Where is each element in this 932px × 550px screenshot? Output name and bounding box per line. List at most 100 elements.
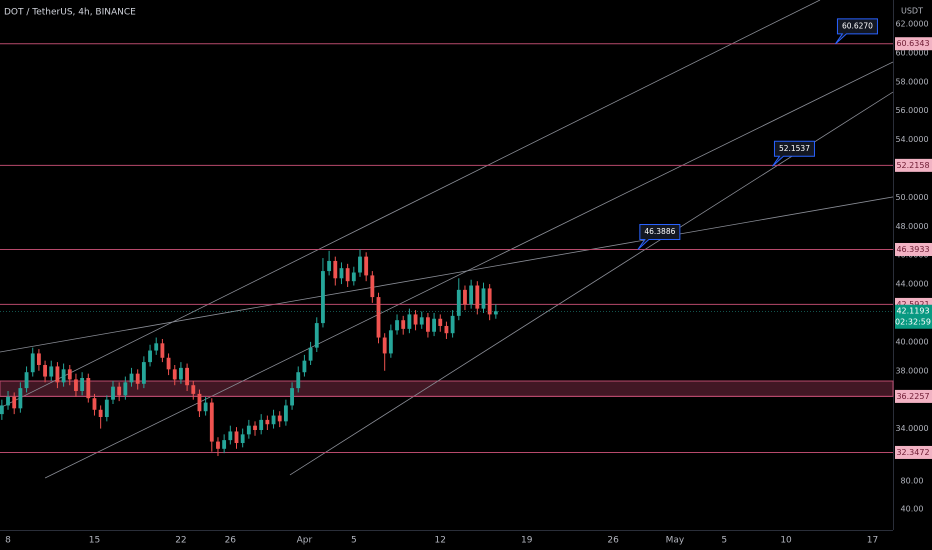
candle-body [425,317,430,332]
callout-box [835,18,878,45]
y-tick-label: 54.0000 [895,135,928,144]
candle-body [135,373,140,384]
candle-body [234,431,239,444]
candle-body [117,386,122,396]
candle-body [67,369,72,380]
candle-body [24,372,29,389]
trendline [0,196,894,353]
x-tick-label: 17 [867,536,878,546]
candle-body [49,366,54,377]
level-tag-label: 46.3933 [896,245,929,254]
candle-body [74,379,78,391]
candle-body [370,275,375,298]
candle-body [444,325,449,334]
callout-label: 52.1537 [779,144,810,153]
candle-body [388,330,393,354]
callout-label: 60.6270 [842,21,873,30]
candle-body [339,268,344,279]
candle-body [308,347,313,361]
candle-body [86,377,91,399]
y-tick-label: 58.0000 [895,77,928,86]
candle-body [246,425,251,435]
chart-title: DOT / TetherUS, 4h, BINANCE [4,8,136,18]
callout-label: 46.3886 [644,227,675,236]
x-tick-label: 26 [225,536,237,546]
candle-body [259,419,264,431]
candle-body [333,260,338,279]
x-tick-label: 19 [521,536,533,546]
last-price-tag [895,304,932,329]
candle-body [104,399,109,418]
candle-body [12,396,17,409]
candle-body [450,315,455,334]
y-tick-label: 60.0000 [895,48,928,57]
candle-body [487,288,492,315]
candle-body [413,314,418,325]
candle-body [191,385,196,394]
candle-body [6,396,10,406]
candle-body [290,388,294,406]
candle-body [456,289,461,316]
y-tick-label: 44.0000 [895,280,928,289]
x-tick-label: Apr [297,536,313,546]
x-tick-label: 15 [89,536,100,546]
candle-body [469,285,474,305]
y-tick-label: 50.0000 [895,193,928,202]
candle-body [432,318,437,332]
candle-body [265,419,270,425]
x-tick-label: 26 [607,536,619,546]
trendline [0,0,821,409]
candle-body [98,409,103,418]
candle-body [185,367,190,386]
level-tag-label: 36.2257 [896,392,929,401]
x-tick-label: 5 [351,536,357,546]
x-tick-label: 8 [5,536,11,546]
candle-body [129,373,134,383]
candle-body [376,297,381,338]
candle-body [419,317,424,325]
candle-body [345,268,350,282]
candle-body [358,256,362,273]
candle-body [296,372,301,389]
candle-body [43,364,47,377]
last-price-label: 42.1193 [896,307,929,316]
candle-body [148,350,152,363]
y-tick-label: 34.0000 [895,424,928,433]
candle-body [111,386,115,400]
callout-box [637,224,681,250]
candle-body [463,289,467,305]
x-tick-label: 10 [780,536,792,546]
trendline [44,61,894,479]
y-tick-label: 56.0000 [895,106,928,115]
x-tick-label: 12 [435,536,446,546]
candle-body [172,369,177,380]
y-tick-label: 40.0000 [895,337,928,346]
candle-body [302,360,307,373]
x-tick-label: May [666,536,685,546]
candle-body [438,318,443,326]
candle-body [364,256,369,276]
callout-box [772,140,815,167]
candle-body [407,314,412,329]
candle-body [123,382,128,396]
candle-body [277,415,282,422]
candle-body [92,398,97,410]
candle-body [351,272,356,282]
candle-body [141,362,146,384]
zone [0,380,894,397]
candle-body [314,323,319,348]
y-tick-label: 38.0000 [895,366,928,375]
candle-body [80,377,85,391]
candle-body [395,320,399,331]
level-tag-label: 32.3472 [896,448,929,457]
candle-body [228,431,233,441]
candle-body [160,343,165,358]
countdown-label: 02:32:59 [895,318,931,327]
level-tag [895,389,932,403]
x-tick-label: 22 [175,536,186,546]
candle-body [166,357,171,370]
candle-body [30,353,35,373]
